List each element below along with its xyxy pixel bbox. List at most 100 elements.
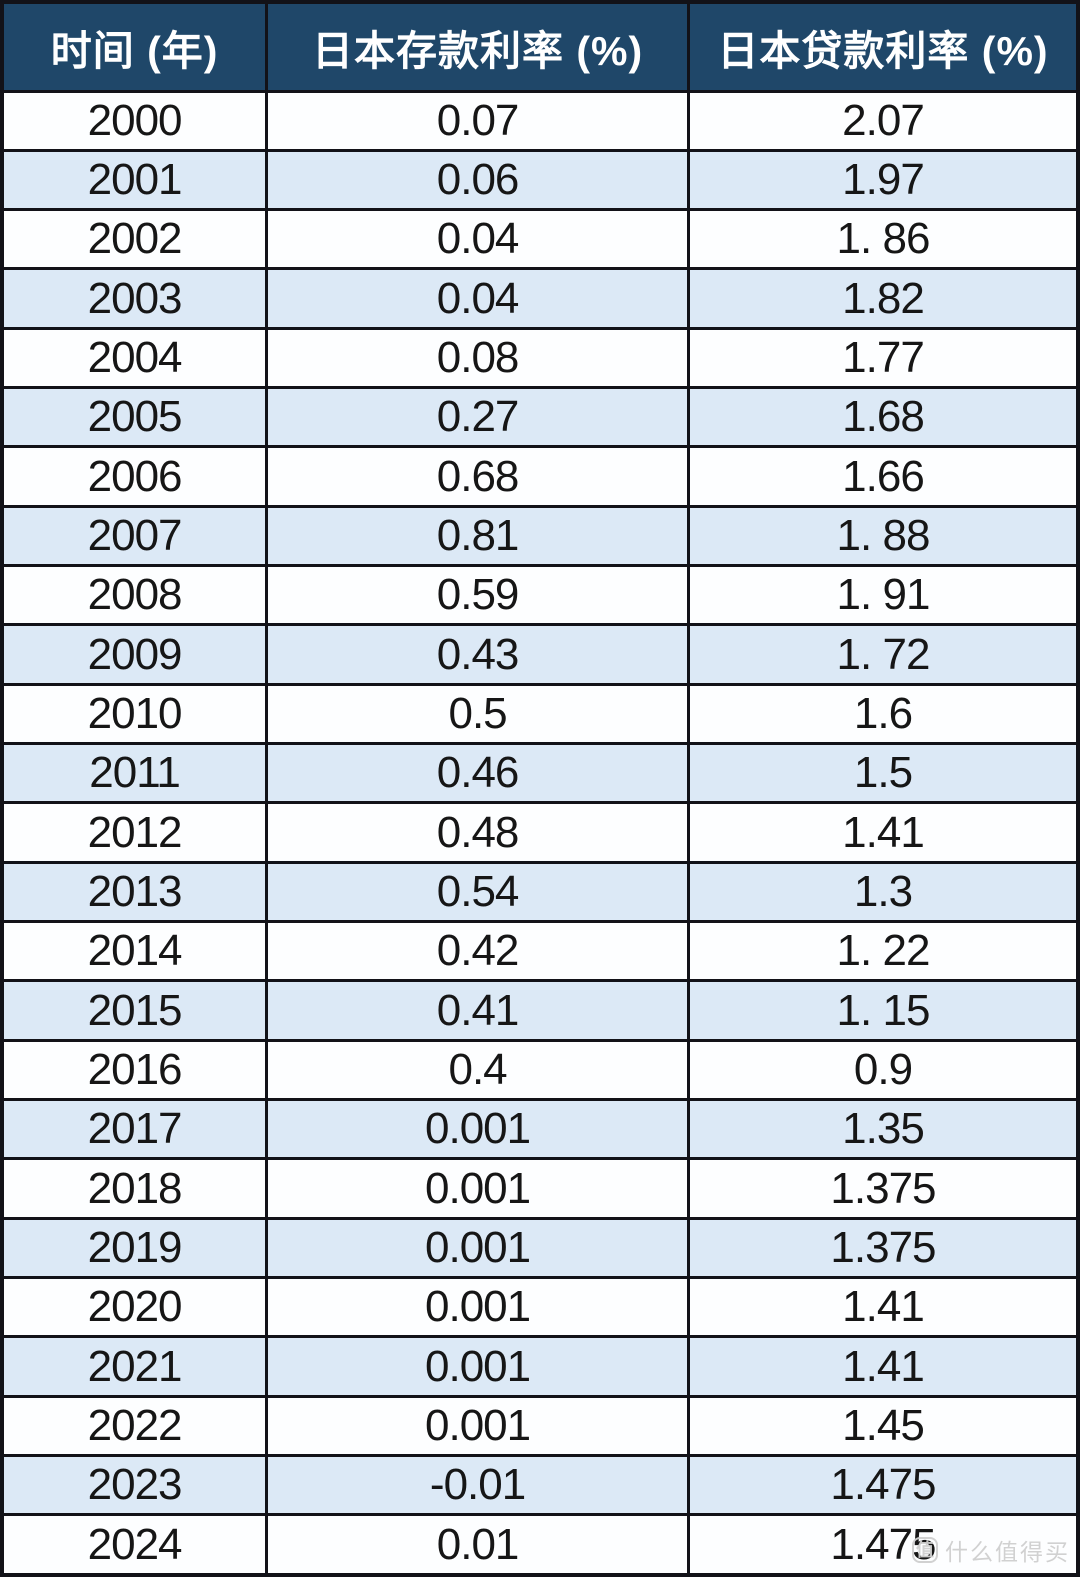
cell-deposit-rate: 0.43 bbox=[265, 623, 690, 686]
table-row: 2020 0.001 1.41 bbox=[0, 1276, 1080, 1339]
table-row: 2001 0.06 1.97 bbox=[0, 148, 1080, 212]
cell-loan-rate: 1.45 bbox=[686, 1394, 1080, 1458]
cell-loan-rate: 1.68 bbox=[686, 386, 1080, 449]
cell-loan-rate: 1.475 bbox=[686, 1454, 1080, 1517]
cell-deposit-rate: 0.68 bbox=[265, 445, 690, 508]
cell-loan-rate: 1.41 bbox=[686, 801, 1080, 864]
cell-year: 2004 bbox=[0, 326, 269, 390]
cell-year: 2010 bbox=[0, 682, 269, 746]
table-row: 2003 0.04 1.82 bbox=[0, 267, 1080, 330]
cell-loan-rate: 1.35 bbox=[686, 1098, 1080, 1161]
cell-year: 2012 bbox=[0, 801, 269, 864]
cell-year: 2016 bbox=[0, 1038, 269, 1102]
cell-year: 2015 bbox=[0, 979, 269, 1042]
cell-deposit-rate: 0.06 bbox=[265, 148, 690, 212]
table-row: 2019 0.001 1.375 bbox=[0, 1216, 1080, 1280]
cell-year: 2000 bbox=[0, 89, 269, 152]
table-row: 2008 0.59 1. 91 bbox=[0, 564, 1080, 627]
cell-loan-rate: 1.6 bbox=[686, 682, 1080, 746]
cell-year: 2001 bbox=[0, 148, 269, 212]
cell-deposit-rate: 0.001 bbox=[265, 1216, 690, 1280]
cell-deposit-rate: 0.81 bbox=[265, 504, 690, 568]
table-row: 2000 0.07 2.07 bbox=[0, 89, 1080, 152]
cell-loan-rate: 1.3 bbox=[686, 860, 1080, 924]
table-row: 2021 0.001 1.41 bbox=[0, 1335, 1080, 1398]
cell-deposit-rate: 0.54 bbox=[265, 860, 690, 924]
table-row: 2014 0.42 1. 22 bbox=[0, 920, 1080, 983]
cell-loan-rate: 1. 88 bbox=[686, 504, 1080, 568]
cell-deposit-rate: 0.01 bbox=[265, 1513, 690, 1577]
table-row: 2006 0.68 1.66 bbox=[0, 445, 1080, 508]
table-body: 2000 0.07 2.07 2001 0.06 1.97 2002 0.04 … bbox=[0, 89, 1080, 1577]
cell-loan-rate: 1. 15 bbox=[686, 979, 1080, 1042]
column-header-year: 时间 (年) bbox=[0, 0, 269, 93]
table-row: 2024 0.01 1.475 bbox=[0, 1513, 1080, 1577]
cell-loan-rate: 1.375 bbox=[686, 1216, 1080, 1280]
cell-year: 2020 bbox=[0, 1276, 269, 1339]
table-row: 2023 -0.01 1.475 bbox=[0, 1454, 1080, 1517]
cell-loan-rate: 1.5 bbox=[686, 742, 1080, 805]
cell-loan-rate: 1.475 bbox=[686, 1513, 1080, 1577]
cell-loan-rate: 1.375 bbox=[686, 1157, 1080, 1220]
cell-deposit-rate: 0.41 bbox=[265, 979, 690, 1042]
cell-year: 2006 bbox=[0, 445, 269, 508]
table-row: 2007 0.81 1. 88 bbox=[0, 504, 1080, 568]
cell-loan-rate: 1.66 bbox=[686, 445, 1080, 508]
cell-year: 2002 bbox=[0, 208, 269, 271]
table-header: 时间 (年) 日本存款利率 (%) 日本贷款利率 (%) bbox=[0, 0, 1080, 93]
cell-year: 2019 bbox=[0, 1216, 269, 1280]
table-row: 2009 0.43 1. 72 bbox=[0, 623, 1080, 686]
cell-deposit-rate: 0.46 bbox=[265, 742, 690, 805]
table-row: 2004 0.08 1.77 bbox=[0, 326, 1080, 390]
cell-loan-rate: 2.07 bbox=[686, 89, 1080, 152]
cell-deposit-rate: 0.27 bbox=[265, 386, 690, 449]
cell-year: 2022 bbox=[0, 1394, 269, 1458]
table-row: 2002 0.04 1. 86 bbox=[0, 208, 1080, 271]
table-row: 2012 0.48 1.41 bbox=[0, 801, 1080, 864]
cell-year: 2023 bbox=[0, 1454, 269, 1517]
table-row: 2017 0.001 1.35 bbox=[0, 1098, 1080, 1161]
cell-year: 2003 bbox=[0, 267, 269, 330]
cell-year: 2009 bbox=[0, 623, 269, 686]
table-row: 2022 0.001 1.45 bbox=[0, 1394, 1080, 1458]
cell-deposit-rate: 0.04 bbox=[265, 208, 690, 271]
cell-year: 2024 bbox=[0, 1513, 269, 1577]
cell-year: 2011 bbox=[0, 742, 269, 805]
cell-deposit-rate: 0.5 bbox=[265, 682, 690, 746]
table-row: 2016 0.4 0.9 bbox=[0, 1038, 1080, 1102]
cell-deposit-rate: 0.001 bbox=[265, 1394, 690, 1458]
cell-loan-rate: 0.9 bbox=[686, 1038, 1080, 1102]
column-header-deposit-rate: 日本存款利率 (%) bbox=[265, 0, 690, 93]
cell-deposit-rate: 0.001 bbox=[265, 1098, 690, 1161]
cell-year: 2008 bbox=[0, 564, 269, 627]
cell-loan-rate: 1.41 bbox=[686, 1335, 1080, 1398]
table-row: 2005 0.27 1.68 bbox=[0, 386, 1080, 449]
cell-deposit-rate: -0.01 bbox=[265, 1454, 690, 1517]
cell-loan-rate: 1.77 bbox=[686, 326, 1080, 390]
cell-deposit-rate: 0.4 bbox=[265, 1038, 690, 1102]
cell-year: 2007 bbox=[0, 504, 269, 568]
cell-deposit-rate: 0.001 bbox=[265, 1157, 690, 1220]
table-row: 2013 0.54 1.3 bbox=[0, 860, 1080, 924]
cell-year: 2005 bbox=[0, 386, 269, 449]
cell-year: 2013 bbox=[0, 860, 269, 924]
cell-deposit-rate: 0.001 bbox=[265, 1276, 690, 1339]
table-row: 2010 0.5 1.6 bbox=[0, 682, 1080, 746]
cell-loan-rate: 1. 72 bbox=[686, 623, 1080, 686]
cell-deposit-rate: 0.59 bbox=[265, 564, 690, 627]
table-row: 2015 0.41 1. 15 bbox=[0, 979, 1080, 1042]
cell-year: 2017 bbox=[0, 1098, 269, 1161]
cell-deposit-rate: 0.07 bbox=[265, 89, 690, 152]
cell-loan-rate: 1.97 bbox=[686, 148, 1080, 212]
cell-loan-rate: 1.82 bbox=[686, 267, 1080, 330]
cell-deposit-rate: 0.04 bbox=[265, 267, 690, 330]
cell-loan-rate: 1. 91 bbox=[686, 564, 1080, 627]
cell-deposit-rate: 0.42 bbox=[265, 920, 690, 983]
cell-year: 2021 bbox=[0, 1335, 269, 1398]
cell-deposit-rate: 0.48 bbox=[265, 801, 690, 864]
cell-year: 2014 bbox=[0, 920, 269, 983]
header-row: 时间 (年) 日本存款利率 (%) 日本贷款利率 (%) bbox=[0, 0, 1080, 93]
cell-loan-rate: 1.41 bbox=[686, 1276, 1080, 1339]
table-row: 2011 0.46 1.5 bbox=[0, 742, 1080, 805]
